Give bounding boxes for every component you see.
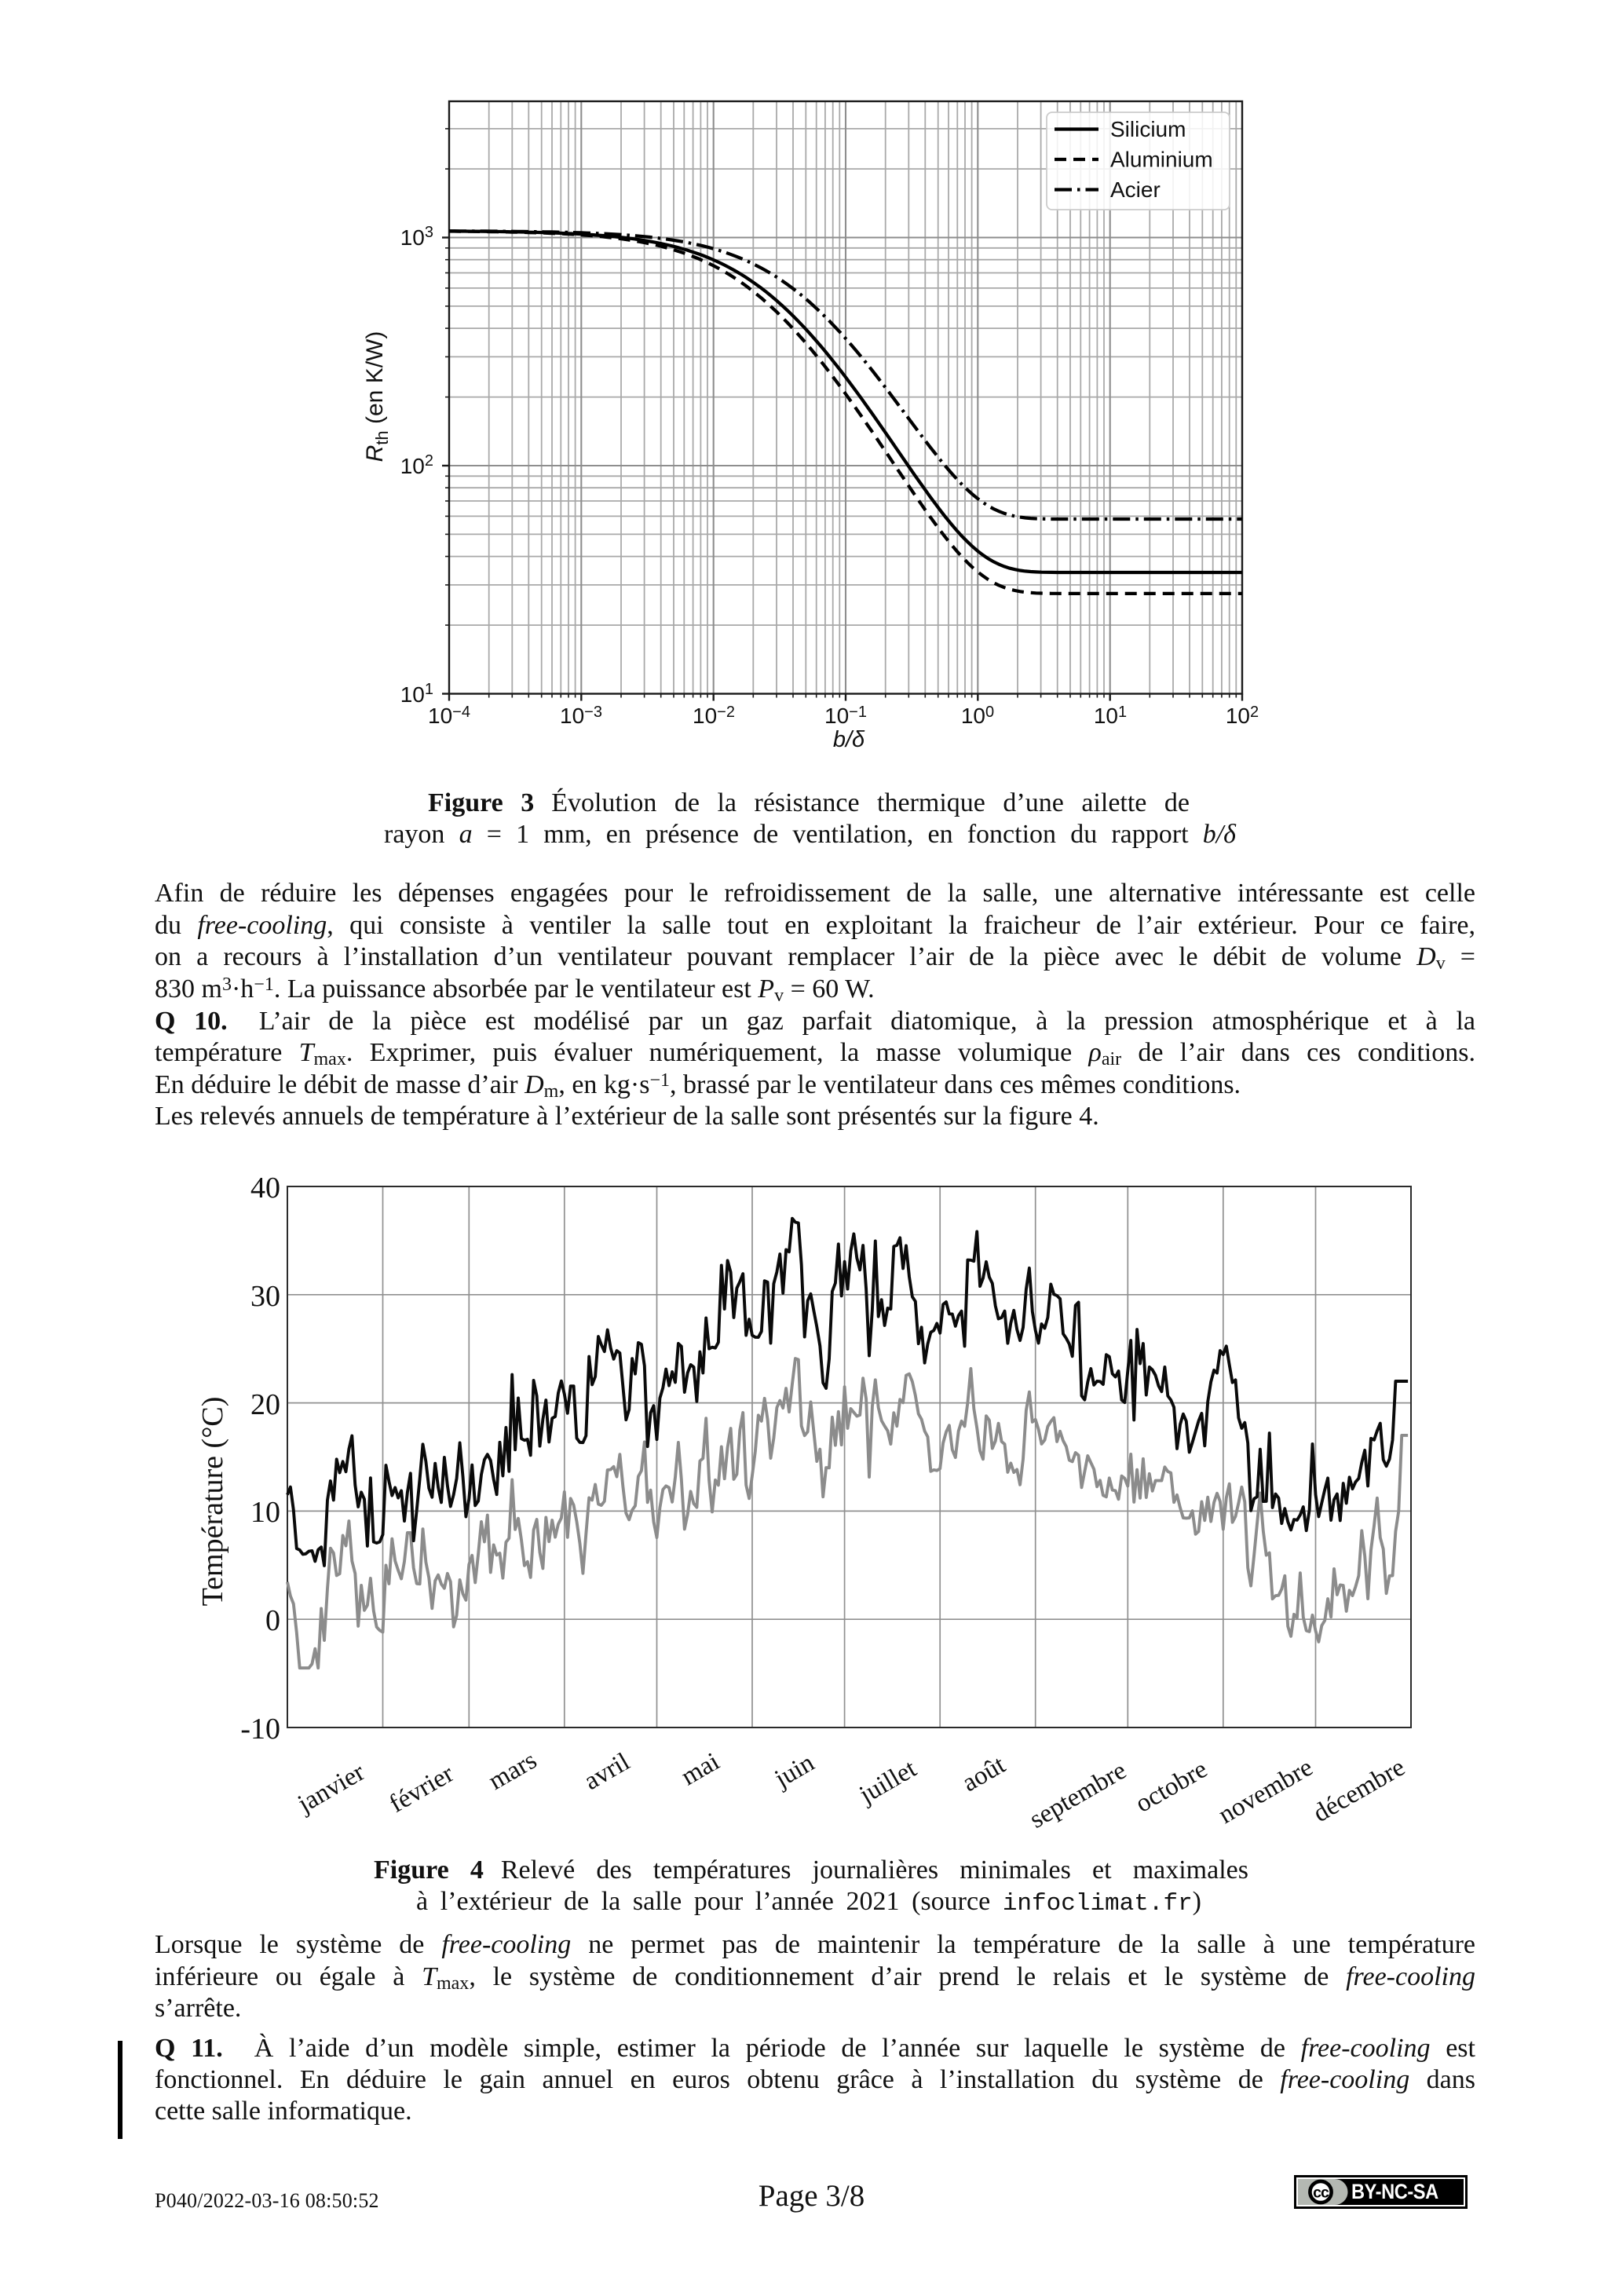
- svg-text:102: 102: [400, 452, 433, 478]
- svg-text:b/δ: b/δ: [833, 727, 865, 752]
- svg-text:Rth (en K/W): Rth (en K/W): [362, 331, 392, 462]
- svg-text:décembre: décembre: [1308, 1753, 1409, 1828]
- svg-text:103: 103: [400, 224, 433, 250]
- svg-text:janvier: janvier: [292, 1758, 369, 1819]
- svg-text:octobre: octobre: [1131, 1755, 1212, 1819]
- svg-text:30: 30: [250, 1280, 280, 1313]
- svg-text:avril: avril: [579, 1748, 634, 1796]
- svg-text:102: 102: [1226, 704, 1259, 728]
- svg-text:20: 20: [250, 1388, 280, 1421]
- svg-text:Acier: Acier: [1110, 177, 1161, 202]
- svg-text:-10: -10: [240, 1713, 280, 1746]
- svg-text:10−2: 10−2: [693, 704, 735, 728]
- svg-text:juin: juin: [769, 1749, 819, 1793]
- svg-text:0: 0: [265, 1604, 280, 1637]
- svg-text:mars: mars: [484, 1746, 542, 1796]
- svg-text:10−3: 10−3: [560, 704, 602, 728]
- svg-text:10−4: 10−4: [428, 704, 470, 728]
- svg-text:10−1: 10−1: [824, 704, 867, 728]
- svg-text:novembre: novembre: [1214, 1753, 1318, 1830]
- svg-text:cc: cc: [1313, 2184, 1329, 2202]
- svg-text:100: 100: [961, 704, 994, 728]
- svg-text:Silicium: Silicium: [1110, 117, 1186, 141]
- svg-text:février: février: [385, 1760, 459, 1819]
- svg-text:juillet: juillet: [854, 1755, 922, 1810]
- svg-text:40: 40: [250, 1172, 280, 1205]
- svg-text:septembre: septembre: [1025, 1757, 1131, 1834]
- svg-text:Température (°C): Température (°C): [196, 1397, 229, 1607]
- svg-text:10: 10: [250, 1496, 280, 1529]
- svg-text:mai: mai: [677, 1747, 725, 1791]
- svg-text:101: 101: [1094, 704, 1127, 728]
- svg-text:Aluminium: Aluminium: [1110, 148, 1213, 172]
- svg-text:août: août: [957, 1751, 1010, 1798]
